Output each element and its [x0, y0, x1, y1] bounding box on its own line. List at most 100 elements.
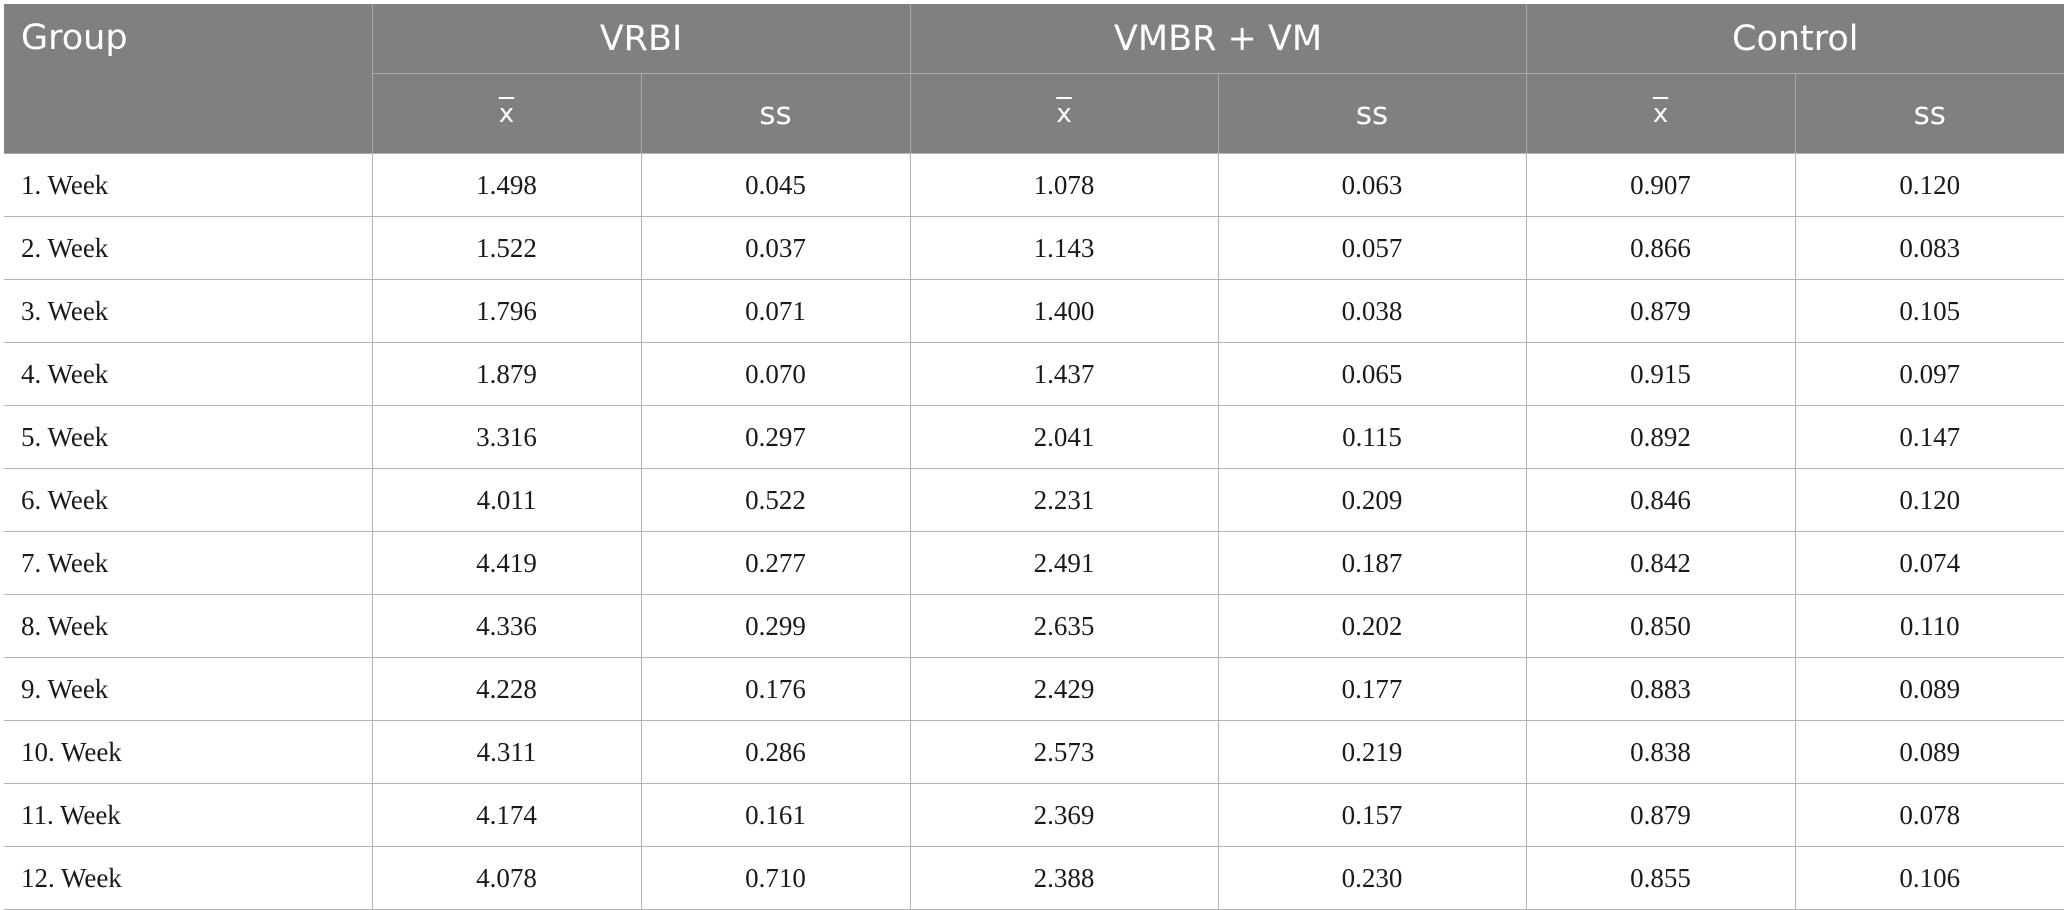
vmbr-vm-mean-header: x [909, 73, 1219, 154]
vrbi-mean-cell: 4.311 [371, 720, 642, 784]
vrbi-ss-cell: 0.299 [640, 594, 911, 658]
vrbi-ss-cell: 0.710 [640, 846, 911, 910]
week-label-cell: 9. Week [4, 657, 373, 721]
vrbi-ss-cell: 0.176 [640, 657, 911, 721]
table-row: 10. Week 4.311 0.286 2.573 0.219 0.838 0.089 [4, 720, 2065, 784]
vrbi-ss-cell: 0.037 [640, 216, 911, 280]
control-mean-cell: 0.892 [1525, 405, 1796, 469]
vmbr-vm-ss-cell: 0.157 [1217, 783, 1527, 847]
vrbi-ss-cell: 0.070 [640, 342, 911, 406]
vmbr-vm-ss-cell: 0.230 [1217, 846, 1527, 910]
vrbi-mean-cell: 3.316 [371, 405, 642, 469]
vrbi-mean-cell: 1.498 [371, 153, 642, 217]
table-row: 1. Week 1.498 0.045 1.078 0.063 0.907 0.120 [4, 153, 2065, 217]
results-table: Group VRBI VMBR + VM Control x ss x ss x… [4, 4, 2065, 910]
vrbi-mean-cell: 4.078 [371, 846, 642, 910]
control-ss-cell: 0.083 [1794, 216, 2065, 280]
control-ss-cell: 0.089 [1794, 720, 2065, 784]
vmbr-vm-mean-cell: 2.635 [909, 594, 1219, 658]
control-ss-cell: 0.147 [1794, 405, 2065, 469]
week-label-cell: 2. Week [4, 216, 373, 280]
control-mean-header: x [1525, 73, 1796, 154]
week-label-cell: 5. Week [4, 405, 373, 469]
control-ss-cell: 0.105 [1794, 279, 2065, 343]
control-mean-cell: 0.842 [1525, 531, 1796, 595]
control-mean-cell: 0.907 [1525, 153, 1796, 217]
control-mean-cell: 0.866 [1525, 216, 1796, 280]
vmbr-vm-mean-cell: 2.388 [909, 846, 1219, 910]
vmbr-vm-ss-cell: 0.177 [1217, 657, 1527, 721]
vmbr-vm-mean-cell: 2.573 [909, 720, 1219, 784]
table-row: 12. Week 4.078 0.710 2.388 0.230 0.855 0.106 [4, 846, 2065, 910]
table-row: 5. Week 3.316 0.297 2.041 0.115 0.892 0.147 [4, 405, 2065, 469]
results-table-container: Group VRBI VMBR + VM Control x ss x ss x… [4, 4, 2065, 910]
vmbr-vm-mean-cell: 1.400 [909, 279, 1219, 343]
vmbr-vm-ss-header: ss [1217, 73, 1527, 154]
vrbi-mean-cell: 4.011 [371, 468, 642, 532]
vrbi-ss-cell: 0.297 [640, 405, 911, 469]
control-mean-cell: 0.879 [1525, 783, 1796, 847]
vrbi-group-header: VRBI [371, 4, 911, 74]
vmbr-vm-ss-cell: 0.209 [1217, 468, 1527, 532]
vrbi-mean-cell: 4.419 [371, 531, 642, 595]
week-label-cell: 11. Week [4, 783, 373, 847]
vmbr-vm-group-header: VMBR + VM [909, 4, 1527, 74]
week-label-cell: 1. Week [4, 153, 373, 217]
vrbi-mean-cell: 4.174 [371, 783, 642, 847]
header-row-stats: x ss x ss x ss [4, 73, 2065, 154]
vmbr-vm-mean-cell: 2.491 [909, 531, 1219, 595]
vmbr-vm-mean-cell: 2.369 [909, 783, 1219, 847]
vmbr-vm-ss-cell: 0.063 [1217, 153, 1527, 217]
vmbr-vm-mean-cell: 1.437 [909, 342, 1219, 406]
header-row-groups: Group VRBI VMBR + VM Control [4, 4, 2065, 154]
control-ss-cell: 0.078 [1794, 783, 2065, 847]
week-label-cell: 6. Week [4, 468, 373, 532]
table-row: 7. Week 4.419 0.277 2.491 0.187 0.842 0.074 [4, 531, 2065, 595]
table-row: 4. Week 1.879 0.070 1.437 0.065 0.915 0.097 [4, 342, 2065, 406]
vmbr-vm-mean-cell: 2.429 [909, 657, 1219, 721]
vmbr-vm-mean-cell: 1.143 [909, 216, 1219, 280]
week-label-cell: 4. Week [4, 342, 373, 406]
vrbi-mean-cell: 4.228 [371, 657, 642, 721]
table-row: 8. Week 4.336 0.299 2.635 0.202 0.850 0.110 [4, 594, 2065, 658]
table-row: 6. Week 4.011 0.522 2.231 0.209 0.846 0.120 [4, 468, 2065, 532]
control-mean-cell: 0.855 [1525, 846, 1796, 910]
vmbr-vm-mean-cell: 1.078 [909, 153, 1219, 217]
vmbr-vm-ss-cell: 0.202 [1217, 594, 1527, 658]
vrbi-mean-cell: 4.336 [371, 594, 642, 658]
vmbr-vm-mean-cell: 2.041 [909, 405, 1219, 469]
table-row: 11. Week 4.174 0.161 2.369 0.157 0.879 0.078 [4, 783, 2065, 847]
vmbr-vm-ss-cell: 0.187 [1217, 531, 1527, 595]
control-ss-cell: 0.110 [1794, 594, 2065, 658]
control-ss-cell: 0.097 [1794, 342, 2065, 406]
vrbi-ss-cell: 0.045 [640, 153, 911, 217]
vrbi-mean-header: x [371, 73, 642, 154]
table-row: 2. Week 1.522 0.037 1.143 0.057 0.866 0.083 [4, 216, 2065, 280]
control-group-header: Control [1525, 4, 2065, 74]
table-row: 3. Week 1.796 0.071 1.400 0.038 0.879 0.105 [4, 279, 2065, 343]
vrbi-ss-cell: 0.071 [640, 279, 911, 343]
control-mean-cell: 0.883 [1525, 657, 1796, 721]
vrbi-mean-cell: 1.796 [371, 279, 642, 343]
vmbr-vm-mean-cell: 2.231 [909, 468, 1219, 532]
vrbi-ss-cell: 0.161 [640, 783, 911, 847]
week-label-cell: 3. Week [4, 279, 373, 343]
vrbi-ss-cell: 0.522 [640, 468, 911, 532]
week-label-cell: 12. Week [4, 846, 373, 910]
control-ss-cell: 0.089 [1794, 657, 2065, 721]
vmbr-vm-ss-cell: 0.038 [1217, 279, 1527, 343]
week-label-cell: 7. Week [4, 531, 373, 595]
control-mean-cell: 0.846 [1525, 468, 1796, 532]
table-header: Group VRBI VMBR + VM Control x ss x ss x… [4, 4, 2065, 154]
control-ss-cell: 0.106 [1794, 846, 2065, 910]
vmbr-vm-ss-cell: 0.065 [1217, 342, 1527, 406]
control-ss-cell: 0.120 [1794, 468, 2065, 532]
week-label-cell: 10. Week [4, 720, 373, 784]
vrbi-ss-cell: 0.277 [640, 531, 911, 595]
control-mean-cell: 0.915 [1525, 342, 1796, 406]
group-column-header: Group [4, 4, 373, 154]
control-ss-header: ss [1794, 73, 2065, 154]
control-ss-cell: 0.074 [1794, 531, 2065, 595]
vmbr-vm-ss-cell: 0.115 [1217, 405, 1527, 469]
vrbi-ss-header: ss [640, 73, 911, 154]
